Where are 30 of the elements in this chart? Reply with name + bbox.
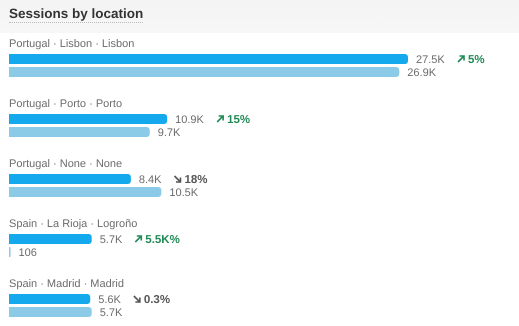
- data-label: 106: [18, 246, 37, 259]
- y-tick-label: Portugal · None · None: [9, 158, 122, 170]
- data-label: 10.5K: [169, 186, 199, 199]
- bar: [9, 294, 90, 304]
- y-tick-label: Spain · La Rioja · Logroño: [9, 218, 138, 230]
- bar: [9, 54, 408, 64]
- data-label: 27.5K: [416, 54, 446, 66]
- bar: [9, 114, 168, 124]
- y-tick-label: Spain · Madrid · Madrid: [9, 278, 124, 290]
- bar: [9, 127, 150, 137]
- data-label: 5.6K: [98, 294, 122, 306]
- bar: [9, 307, 92, 317]
- bar: [9, 187, 162, 197]
- data-label: 5.7K: [100, 234, 123, 246]
- y-tick-label: Portugal · Porto · Porto: [9, 98, 122, 110]
- annotation: 15%: [227, 114, 250, 126]
- text: 5%: [468, 54, 485, 66]
- annotation: 5.5K%: [145, 234, 180, 246]
- data-label: 10.9K: [175, 114, 205, 126]
- annotation: 18%: [184, 174, 208, 186]
- data-label: 5.7K: [100, 306, 123, 319]
- y-tick-label: Portugal · Lisbon · Lisbon: [9, 38, 134, 50]
- bar: [9, 174, 131, 184]
- data-label: 8.4K: [138, 174, 162, 186]
- data-label: 26.9K: [407, 66, 437, 79]
- bar: [9, 234, 92, 244]
- data-label: 9.7K: [158, 126, 182, 139]
- annotation: 0.3%: [144, 294, 170, 306]
- chart-title: Sessions by location: [9, 6, 144, 23]
- bar: [9, 67, 400, 77]
